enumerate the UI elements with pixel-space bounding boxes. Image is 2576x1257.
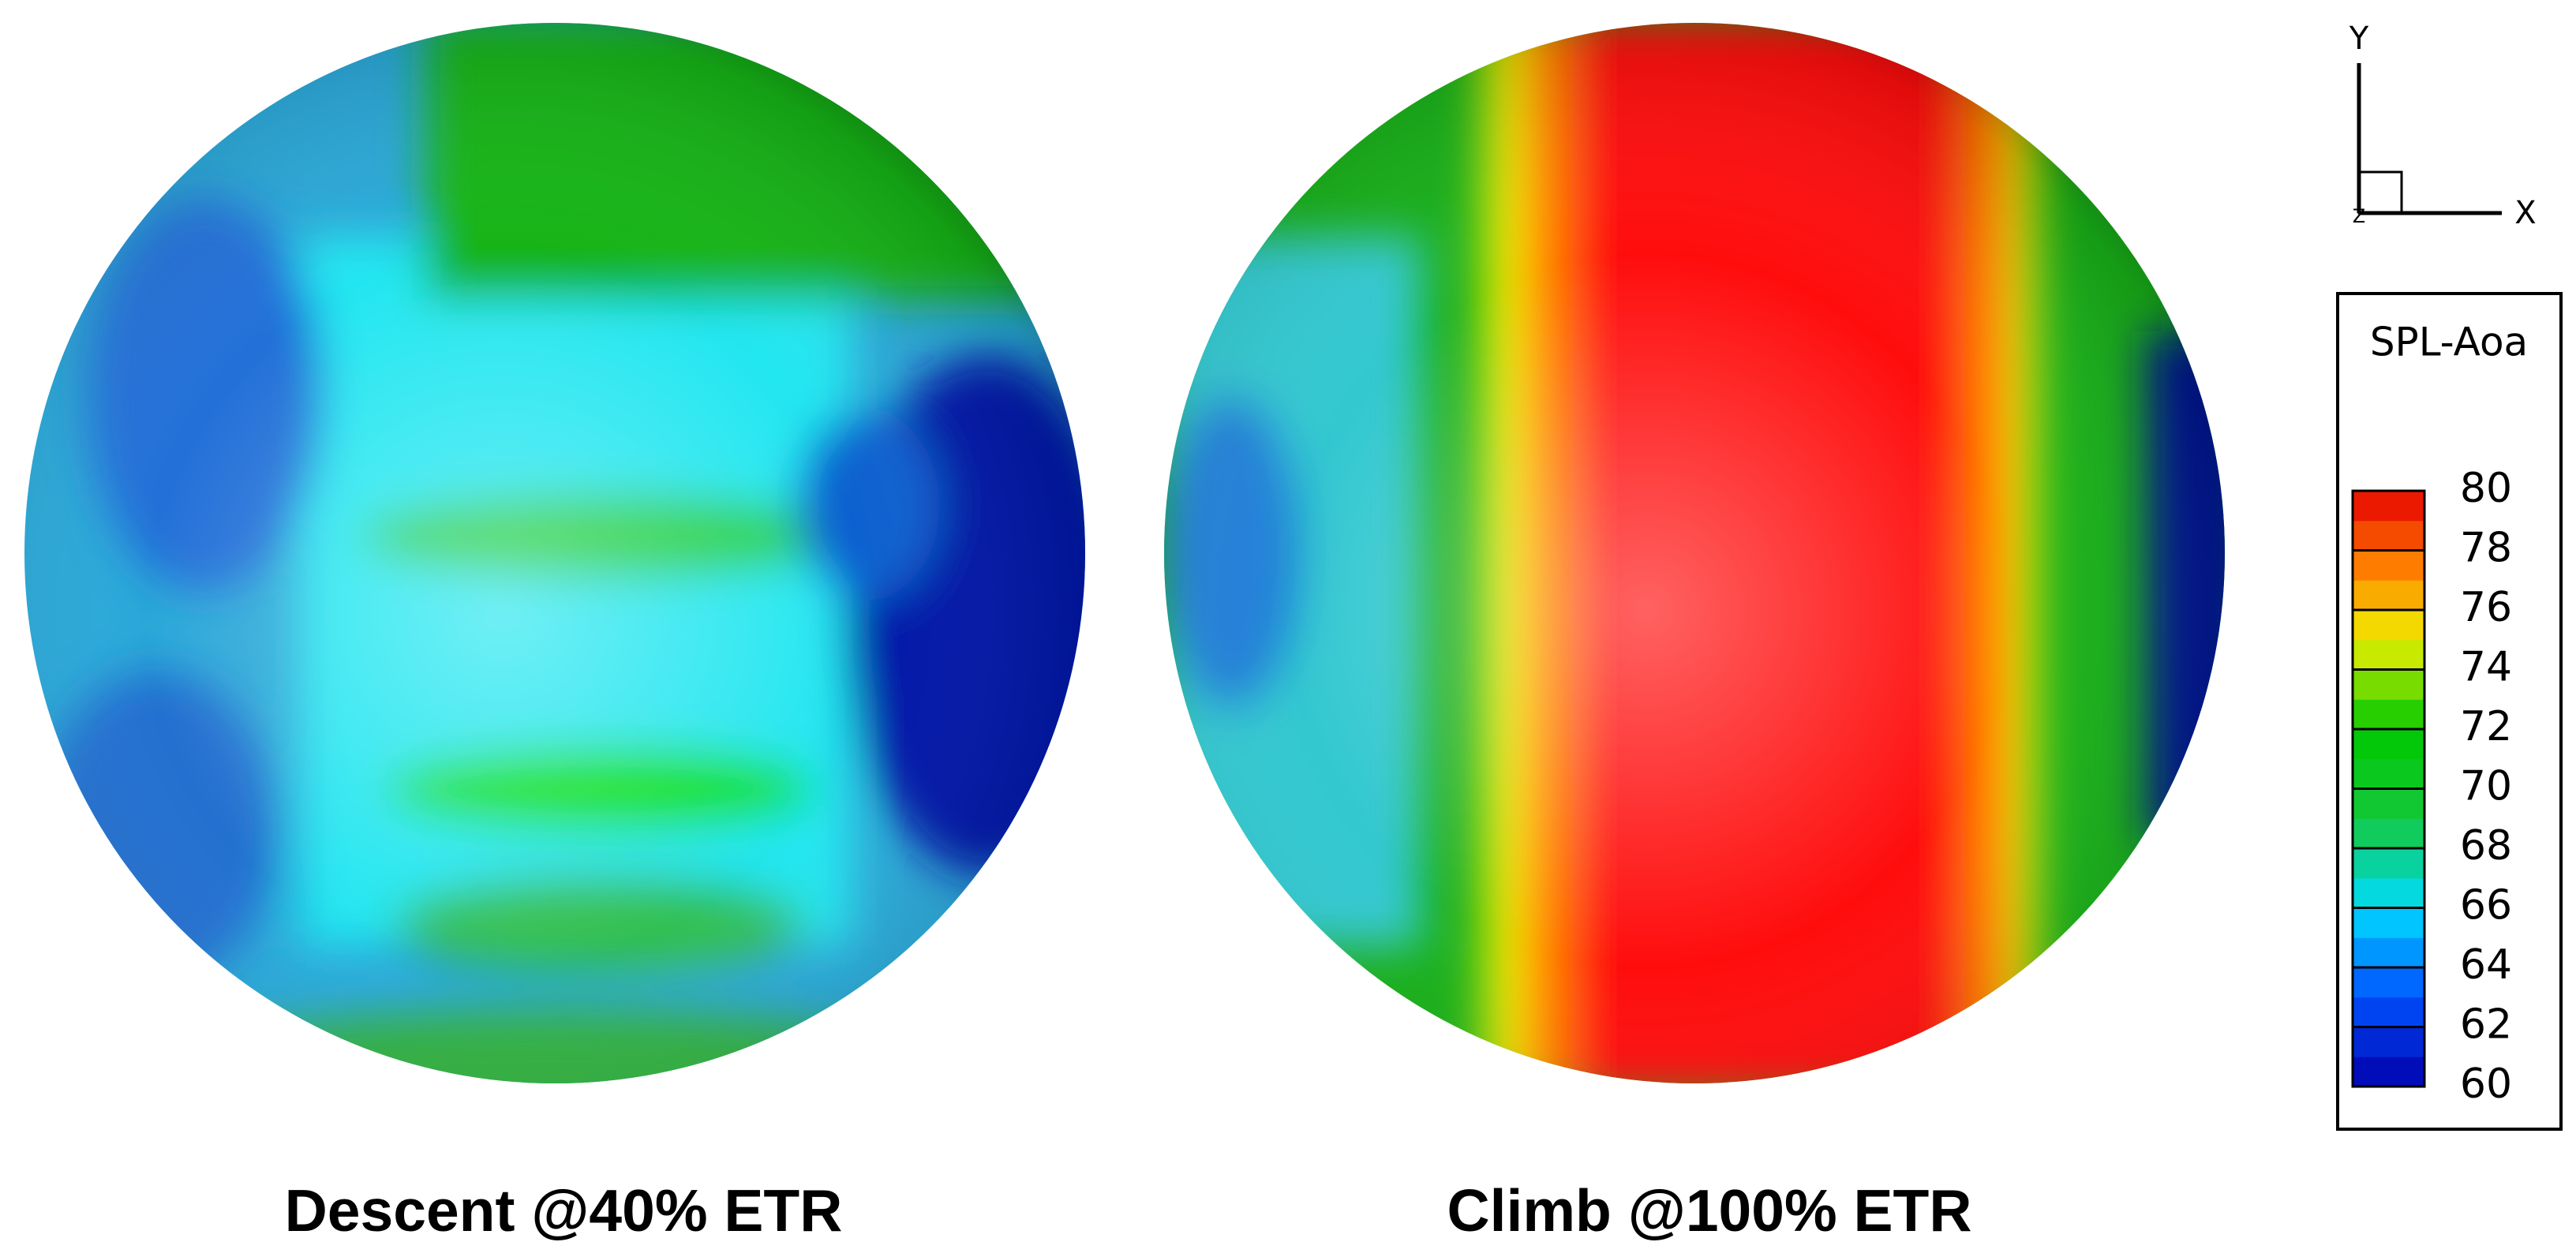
colorbar-tick-label: 72: [2460, 703, 2512, 750]
colorbar-band: [2353, 669, 2424, 700]
colorbar-tick-label: 70: [2460, 763, 2512, 810]
colorbar-tick-label: 76: [2460, 584, 2512, 631]
colorbar-band: [2353, 491, 2424, 522]
colorbar-tick-label: 62: [2460, 1001, 2512, 1049]
colorbar-band: [2353, 550, 2424, 581]
colorbar-band: [2353, 967, 2424, 998]
colorbar-tick-label: 80: [2460, 465, 2512, 512]
colorbar-band: [2353, 788, 2424, 819]
colorbar-band: [2353, 610, 2424, 641]
axis-label: Y: [2349, 21, 2369, 57]
colorbar-tick-label: 64: [2460, 941, 2512, 989]
colorbar-band: [2353, 520, 2424, 551]
panel-title: Climb @100% ETR: [1447, 1177, 1972, 1244]
colorbar-band: [2353, 729, 2424, 760]
axis-triad: [2357, 63, 2502, 215]
colorbar-band: [2353, 877, 2424, 908]
colorbar-tick-label: 60: [2460, 1061, 2512, 1108]
colorbar-band: [2353, 580, 2424, 611]
colorbar-band: [2353, 1057, 2424, 1087]
colorbar-tick-label: 66: [2460, 882, 2512, 930]
legend-title: SPL-Aoa: [2370, 320, 2528, 365]
axis-label: Z: [2353, 205, 2365, 227]
colorbar-tick-label: 74: [2460, 644, 2512, 691]
colorbar-tick-label: 68: [2460, 822, 2512, 870]
colorbar-band: [2353, 699, 2424, 730]
colorbar-band: [2353, 848, 2424, 879]
colorbar-band: [2353, 997, 2424, 1027]
colorbar-band: [2353, 758, 2424, 789]
colorbar-tick-label: 78: [2460, 525, 2512, 572]
axis-label: X: [2514, 195, 2536, 231]
colorbar-band: [2353, 639, 2424, 670]
colorbar-band: [2353, 818, 2424, 849]
colorbar-band: [2353, 1027, 2424, 1057]
panel-title: Descent @40% ETR: [285, 1177, 843, 1244]
colorbar-band: [2353, 907, 2424, 938]
sphere-descent: [24, 23, 1085, 1083]
sphere-climb: [1164, 23, 2225, 1083]
colorbar-band: [2353, 937, 2424, 968]
